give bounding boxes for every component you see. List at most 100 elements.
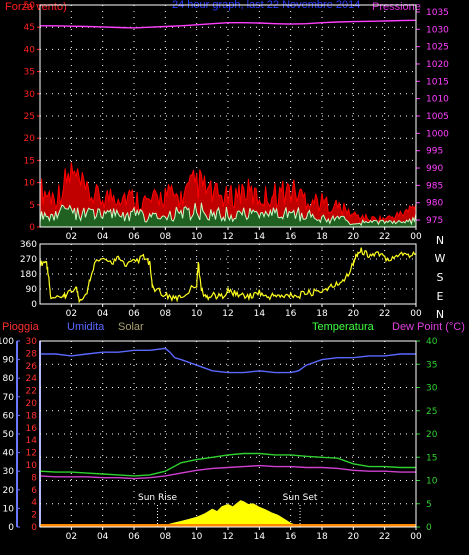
rain-bar [40,524,416,527]
temperature-tick-label: 40 [426,337,438,347]
temperature-tick-label: 15 [426,453,437,463]
x-tick-label: 04 [97,232,109,242]
humidity-tick-label: 80 [3,374,15,384]
rain-tick-label: 18 [26,411,38,421]
wind-tick-label: 20 [24,134,36,144]
rain-tick-label: 28 [26,349,38,359]
pressure-tick-label: 975 [426,216,443,226]
pressure-tick-label: 1005 [426,112,449,122]
pressure-tick-label: 1020 [426,60,449,70]
temperature-tick-label: 35 [426,360,437,370]
temperature-tick-label: 30 [426,384,438,394]
x-tick-label: 14 [254,309,266,319]
rain-tick-label: 24 [26,374,38,384]
x-tick-label: 14 [254,232,266,242]
pressure-tick-label: 1000 [426,129,449,139]
x-tick-label: 20 [348,532,360,542]
humidity-tick-label: 90 [3,356,15,366]
x-tick-label: 06 [128,532,140,542]
wind-axis-label: Forza vento) [5,1,67,13]
x-tick-label: 18 [316,309,328,319]
x-tick-label: 08 [160,309,172,319]
rain-tick-label: 10 [26,461,38,471]
rain-tick-label: 6 [31,486,37,496]
rain-tick-label: 20 [26,399,38,409]
rain-tick-label: 8 [31,473,37,483]
dewpoint-line [39,464,416,480]
rain-tick-label: 16 [26,424,38,434]
x-tick-label: 10 [191,309,203,319]
x-tick-label: 00 [410,309,422,319]
humidity-label: Umidita [67,321,105,333]
compass-label: E [437,290,444,303]
temperature-tick-label: 20 [426,430,438,440]
temperature-tick-label: 10 [426,477,438,487]
x-tick-label: 18 [316,232,328,242]
wind-direction-line [39,247,417,304]
humidity-line [40,347,416,374]
rain-tick-label: 4 [31,498,37,508]
x-tick-label: 04 [97,309,109,319]
sun-marker-label: Sun Rise [138,493,177,503]
direction-tick-label: 180 [20,270,37,280]
wind-tick-label: 35 [24,68,35,78]
wind-tick-label: 5 [29,201,35,211]
rain-tick-label: 12 [26,449,37,459]
x-tick-label: 10 [191,232,203,242]
x-tick-label: 20 [348,309,360,319]
wind-tick-label: 15 [24,156,35,166]
solar-area [40,500,416,528]
pressure-tick-label: 995 [426,147,443,157]
x-tick-label: 16 [285,309,297,319]
x-tick-label: 16 [285,232,297,242]
pressure-tick-label: 990 [426,164,443,174]
solar-label: Solar [118,321,144,333]
x-tick-label: 08 [160,532,172,542]
x-tick-label: 20 [348,232,360,242]
wind-tick-label: 10 [24,179,36,189]
x-tick-label: 12 [222,232,233,242]
sun-marker-label: Sun Set [283,493,318,503]
pressure-tick-label: 1015 [426,77,449,87]
x-tick-label: 06 [128,232,140,242]
humidity-tick-label: 20 [3,486,15,496]
x-tick-label: 12 [222,532,233,542]
compass-label: S [437,271,444,284]
x-tick-label: 04 [97,532,109,542]
x-tick-label: 18 [316,532,328,542]
compass-label: N [436,308,444,321]
pressure-tick-label: 985 [426,181,443,191]
dewpoint-label: Dew Point (°C) [392,321,465,333]
wind-tick-label: 45 [24,23,35,33]
pressure-axis-label: Pressione [372,1,421,13]
wind-tick-label: 40 [24,45,36,55]
wind-tick-label: 30 [24,90,36,100]
humidity-tick-label: 60 [3,411,15,421]
temperature-line [39,452,416,477]
rain-label: Pioggia [2,321,40,333]
rain-tick-label: 14 [26,436,38,446]
humidity-tick-label: 50 [3,430,15,440]
humidity-tick-label: 30 [3,467,15,477]
rain-tick-label: 22 [26,387,37,397]
x-tick-label: 22 [379,309,390,319]
pressure-tick-label: 1025 [426,43,449,53]
wind-gust-line [39,162,417,224]
direction-tick-label: 360 [20,240,37,250]
x-tick-label: 14 [254,532,266,542]
x-tick-label: 12 [222,309,233,319]
direction-tick-label: 270 [20,255,37,265]
pressure-tick-label: 1010 [426,95,449,105]
x-tick-label: 02 [66,232,77,242]
rain-tick-label: 0 [31,523,37,533]
wind-average-line [39,202,417,227]
x-tick-label: 02 [66,309,77,319]
x-tick-label: 22 [379,532,390,542]
humidity-tick-label: 0 [8,523,14,533]
x-tick-label: 06 [128,309,140,319]
x-tick-label: 22 [379,232,390,242]
temperature-label: Temperatura [312,321,375,333]
x-tick-label: 00 [410,232,422,242]
direction-tick-label: 0 [31,300,37,310]
